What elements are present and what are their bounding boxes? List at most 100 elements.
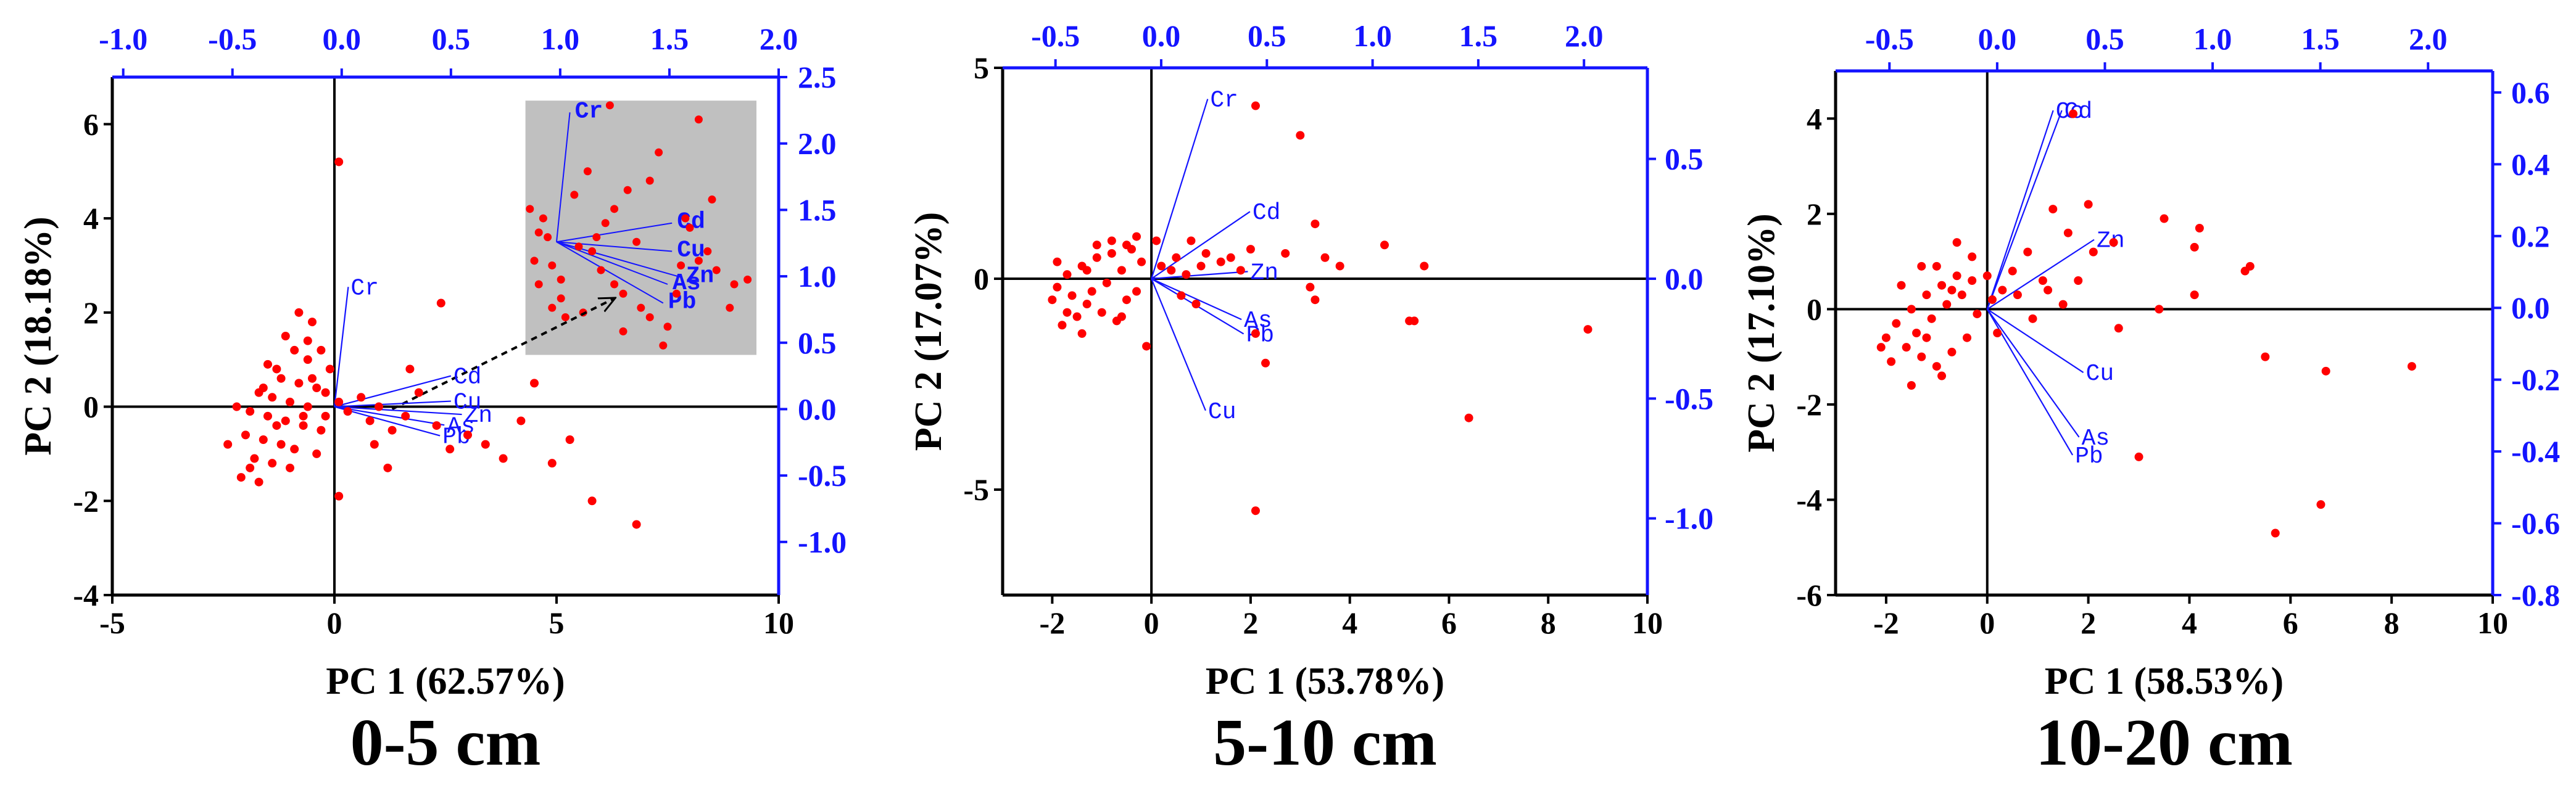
loading-vector-zn	[1151, 271, 1248, 280]
inset-data-point	[610, 205, 619, 213]
panel-3: CcCdZnCuAsPb-20246810-6-4-2024-0.50.00.5…	[1741, 22, 2560, 779]
inset-loading-vector-cu	[556, 241, 673, 252]
x-tick-label: 5	[549, 606, 565, 640]
data-point	[1082, 300, 1091, 309]
inset-loading-vector-as	[556, 241, 668, 285]
data-point	[1932, 362, 1941, 371]
data-point	[445, 445, 455, 454]
x-tick-label: 8	[2384, 606, 2400, 640]
inset-data-point	[592, 233, 601, 242]
data-point	[516, 416, 526, 425]
data-point	[1142, 342, 1151, 351]
data-point	[1132, 287, 1141, 296]
data-point	[1932, 261, 1941, 271]
top-tick-label: -1.0	[99, 22, 147, 56]
data-point	[1187, 236, 1196, 245]
data-point	[2048, 205, 2058, 214]
inset-data-point	[663, 323, 672, 331]
data-point	[1464, 413, 1473, 422]
data-point	[259, 435, 268, 444]
data-point	[414, 388, 423, 397]
x-tick-label: 6	[1441, 606, 1457, 640]
loading-label-cr: Cr	[1210, 88, 1238, 114]
top-tick-label: 0.5	[432, 22, 471, 56]
inset-pointer-arrow	[391, 298, 615, 411]
data-point	[547, 459, 557, 468]
x-tick-label: 0	[1144, 606, 1159, 640]
data-point	[312, 449, 321, 458]
inset-data-point	[619, 327, 627, 335]
data-point	[1107, 236, 1116, 245]
data-point	[1583, 325, 1592, 334]
right-tick-label: 0.0	[798, 392, 837, 426]
right-tick-label: -0.5	[798, 458, 847, 493]
inset-data-point	[726, 303, 734, 312]
inset-data-point	[703, 247, 712, 256]
data-point	[286, 463, 294, 472]
data-point	[1907, 305, 1916, 314]
data-point	[308, 374, 317, 383]
data-point	[1087, 287, 1096, 296]
inset-loading-label-cr: Cr	[575, 98, 603, 125]
inset-data-point	[530, 257, 539, 265]
data-point	[1917, 261, 1926, 271]
data-point	[2134, 452, 2143, 461]
top-tick-label: 2.0	[760, 22, 798, 56]
right-tick-label: -0.4	[2511, 434, 2560, 469]
data-point	[1261, 358, 1270, 368]
data-point	[1887, 357, 1896, 366]
right-tick-label: 0.0	[1665, 261, 1704, 296]
y-tick-label: 6	[83, 107, 99, 141]
data-point	[303, 402, 312, 411]
data-point	[263, 360, 272, 369]
top-tick-label: 1.0	[541, 22, 580, 56]
inset-data-point	[677, 261, 685, 269]
top-tick-label: 1.0	[1353, 18, 1392, 53]
x-tick-label: 0	[327, 606, 342, 640]
data-point	[1998, 286, 2007, 295]
data-point	[1380, 240, 1389, 250]
data-point	[1117, 266, 1126, 275]
data-point	[1987, 295, 1997, 304]
data-point	[308, 318, 317, 327]
x-tick-label: 10	[2477, 606, 2508, 640]
data-point	[2023, 247, 2032, 257]
data-point	[317, 425, 326, 435]
data-point	[1335, 261, 1344, 271]
top-tick-label: 2.0	[2409, 22, 2448, 56]
data-point	[294, 308, 304, 317]
data-point	[272, 364, 281, 374]
loading-label-cr: Cr	[350, 275, 379, 302]
data-point	[530, 379, 539, 388]
data-point	[1062, 308, 1072, 317]
inset-data-point	[610, 280, 619, 289]
top-tick-label: 0.5	[2085, 22, 2124, 56]
data-point	[357, 393, 366, 402]
data-point	[1191, 300, 1201, 309]
data-point	[1058, 321, 1067, 330]
top-tick-label: 1.5	[1459, 18, 1498, 53]
y-axis-title: PC 2 (18.18%)	[17, 216, 59, 455]
inset-data-point	[597, 266, 605, 274]
inset-data-point	[548, 261, 557, 269]
data-point	[1957, 290, 1966, 300]
loading-label-cu: Cu	[453, 390, 482, 416]
data-point	[1296, 131, 1305, 140]
data-point	[236, 473, 246, 482]
loading-vector-cu	[334, 400, 451, 408]
x-axis-title: PC 1 (53.78%)	[1206, 660, 1444, 702]
data-point	[334, 491, 344, 501]
data-point	[1122, 295, 1131, 305]
y-tick-label: 5	[974, 51, 989, 85]
data-point	[481, 440, 490, 449]
data-point	[2084, 200, 2093, 209]
top-tick-label: -0.5	[208, 22, 257, 56]
data-point	[432, 421, 441, 430]
data-point	[2407, 362, 2416, 371]
inset-data-point	[561, 313, 569, 321]
data-point	[1420, 261, 1429, 271]
inset-data-point	[557, 275, 565, 284]
right-tick-label: -1.0	[798, 525, 847, 559]
data-point	[1912, 329, 1921, 337]
data-point	[1048, 295, 1057, 305]
